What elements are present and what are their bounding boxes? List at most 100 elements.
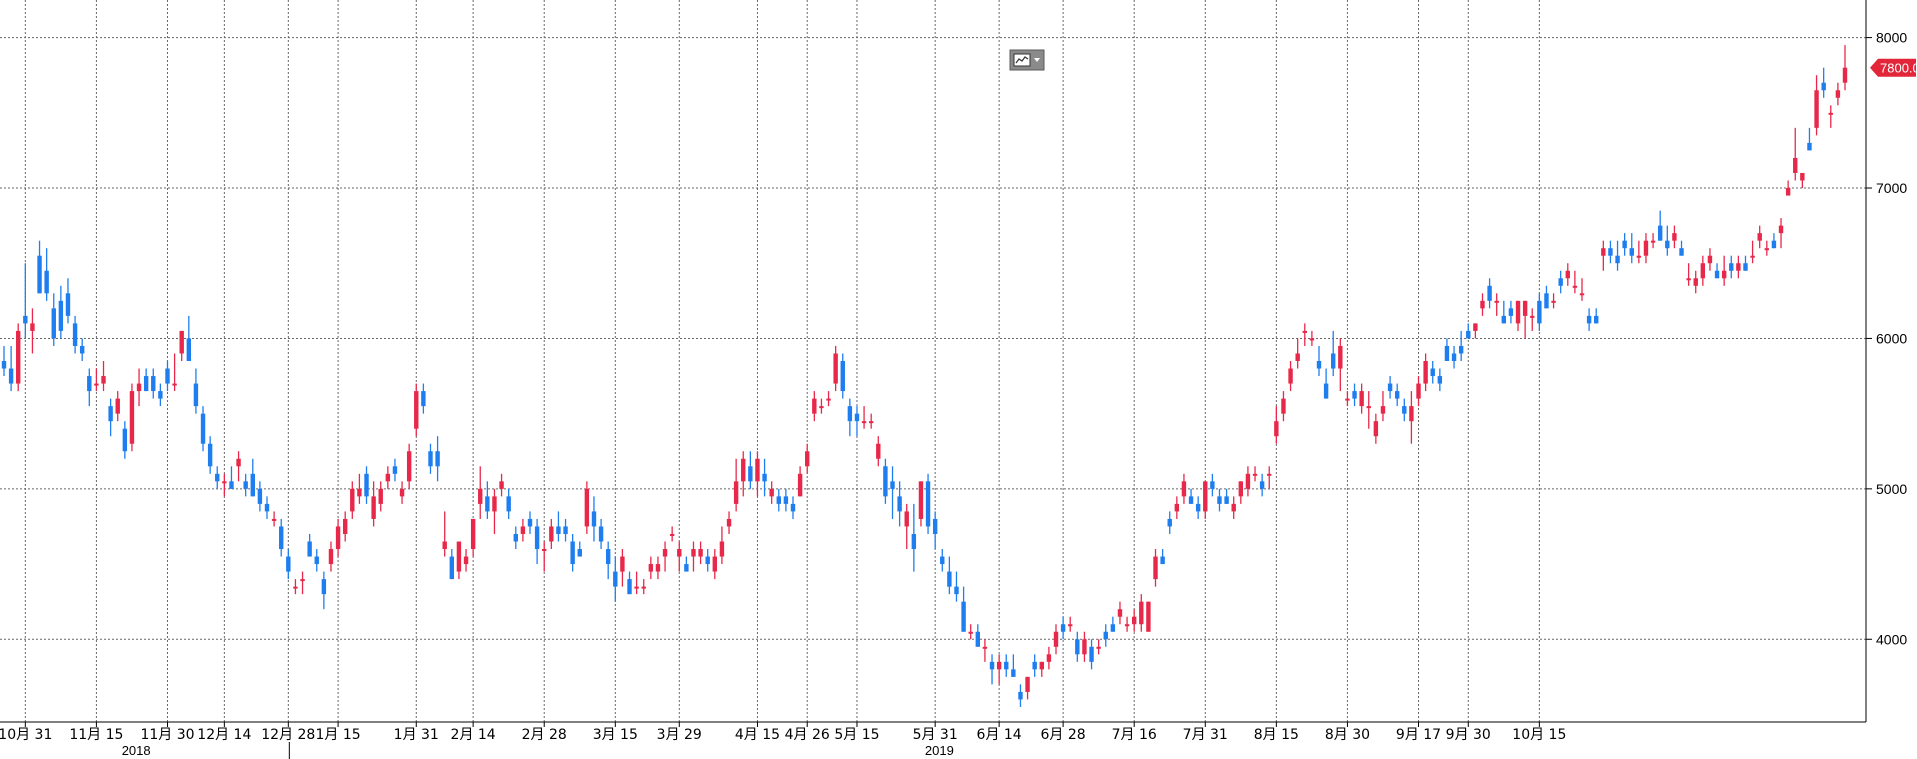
candle-body [669, 533, 675, 536]
candle-body [826, 398, 831, 401]
candle [136, 368, 142, 407]
candle-body [1032, 661, 1037, 670]
candle [620, 549, 625, 587]
candle [1473, 323, 1478, 339]
candle [605, 541, 611, 580]
candle [1131, 609, 1137, 632]
candle [1231, 496, 1236, 519]
candle-body [584, 488, 590, 527]
xtick-label: 1月 15 [315, 727, 360, 743]
candle-body [101, 376, 106, 384]
ytick-label: 4000 [1876, 631, 1907, 647]
candle-body [982, 646, 988, 649]
candle-body [485, 496, 490, 512]
candle-body [819, 406, 824, 409]
candle [776, 488, 781, 512]
candle-body [1302, 330, 1307, 333]
candle [1409, 391, 1414, 444]
candle-body [1657, 225, 1663, 241]
candle [847, 398, 853, 437]
candle [1721, 255, 1727, 286]
candle-body [1643, 240, 1649, 256]
xtick-label: 3月 29 [657, 727, 702, 743]
candle [335, 518, 341, 557]
candle [421, 383, 426, 414]
candle-body [1629, 248, 1634, 256]
candle [1643, 233, 1649, 264]
candle-body [1679, 248, 1684, 256]
candle-body [1217, 496, 1222, 504]
chart-type-button[interactable] [1009, 49, 1045, 71]
candle-body [733, 481, 739, 504]
candle-body [30, 323, 35, 331]
candle-body [115, 398, 120, 414]
candle [1693, 270, 1698, 294]
candle [200, 406, 206, 452]
candle-body [605, 549, 611, 565]
candle [1174, 496, 1180, 519]
candle [1352, 383, 1357, 407]
candle [591, 496, 597, 542]
candle-body [1494, 300, 1499, 303]
candle-body [776, 496, 781, 504]
candle-body [186, 338, 192, 361]
candle-body [1224, 496, 1229, 504]
candle-body [940, 556, 945, 565]
candle-body [243, 481, 248, 489]
candle-body [1586, 315, 1592, 324]
candle [769, 481, 774, 504]
candle-body [698, 549, 703, 557]
candle [1430, 361, 1435, 384]
xtick-label: 12月 14 [197, 727, 251, 743]
candle-body [215, 473, 220, 482]
candle [1615, 240, 1620, 271]
candle-body [691, 549, 696, 557]
candle [72, 315, 78, 354]
candle [1729, 255, 1734, 279]
candle-body [371, 496, 376, 519]
candle [1004, 654, 1009, 677]
candle [961, 586, 966, 632]
candle-body [307, 541, 312, 557]
candle [940, 549, 945, 572]
candle-body [1203, 481, 1208, 512]
candle [1558, 270, 1563, 294]
candle [1046, 646, 1052, 670]
candle-body [1622, 240, 1627, 249]
candle [655, 556, 661, 580]
xtick-label: 4月 15 [735, 727, 780, 743]
candle-body [257, 488, 263, 504]
candle [698, 541, 703, 565]
candle-body [527, 518, 533, 527]
candle [222, 473, 227, 497]
candle [833, 345, 838, 392]
xtick-label: 7月 16 [1112, 727, 1157, 743]
candle [1167, 511, 1172, 534]
candle-body [762, 473, 767, 482]
candle [279, 518, 284, 557]
candle [1778, 218, 1784, 249]
candle [1252, 466, 1258, 482]
ytick-label: 7000 [1876, 180, 1907, 196]
candle [428, 443, 433, 474]
ytick-label: 5000 [1876, 481, 1907, 497]
candle-body [840, 361, 845, 392]
candle-body [122, 428, 128, 452]
last-price-tag: 7800.0 [1870, 58, 1917, 77]
candle-body [1750, 255, 1755, 258]
last-price-label: 7800.0 [1880, 61, 1917, 76]
candle [271, 511, 277, 527]
candle [1011, 654, 1016, 677]
candle-body [229, 481, 234, 489]
candle-body [726, 518, 732, 527]
candle [1636, 240, 1642, 264]
candle-body [1721, 270, 1727, 279]
candle-body [1124, 624, 1130, 627]
candle-body [1608, 248, 1613, 256]
candle-body [577, 549, 582, 557]
candle-body [897, 496, 902, 512]
candle-body [556, 526, 561, 534]
candle [1359, 383, 1364, 414]
xtick-label: 9月 30 [1446, 727, 1491, 743]
candle-body [264, 503, 270, 512]
